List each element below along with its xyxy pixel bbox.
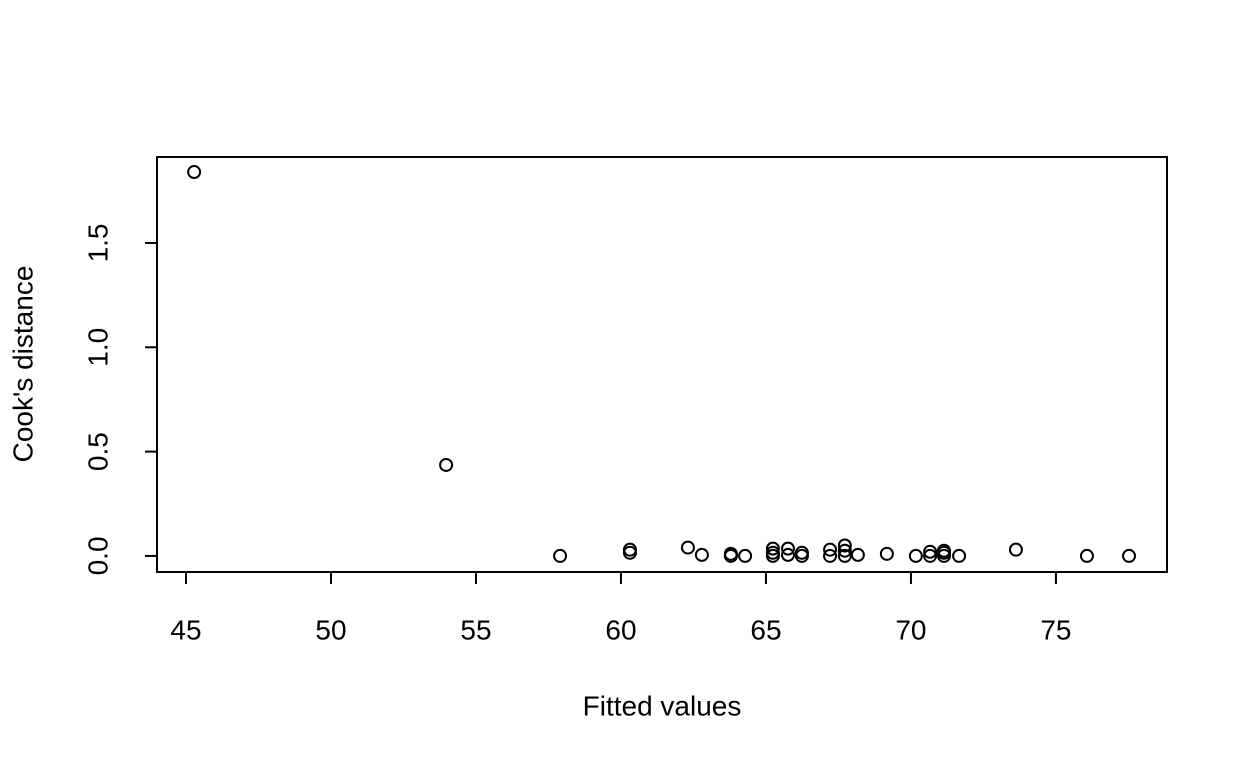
- point: [439, 457, 454, 472]
- point: [937, 548, 952, 563]
- point: [765, 541, 780, 556]
- point: [680, 540, 695, 555]
- y-tick-label: 0.5: [82, 432, 113, 471]
- point: [694, 547, 709, 562]
- point: [837, 543, 852, 558]
- point: [923, 544, 938, 559]
- point: [553, 548, 568, 563]
- point: [923, 548, 938, 563]
- point: [187, 165, 202, 180]
- point: [823, 542, 838, 557]
- x-tick-label: 50: [315, 614, 346, 645]
- point: [765, 548, 780, 563]
- point: [1079, 548, 1094, 563]
- point: [622, 545, 637, 560]
- x-tick-label: 65: [750, 614, 781, 645]
- y-tick-label: 1.5: [82, 223, 113, 262]
- point: [850, 547, 865, 562]
- x-axis-title: Fitted values: [583, 690, 742, 721]
- point: [1122, 548, 1137, 563]
- point: [837, 548, 852, 563]
- plot-box: [156, 156, 1168, 573]
- x-tick-label: 55: [460, 614, 491, 645]
- x-tick-label: 60: [605, 614, 636, 645]
- y-axis-title: Cook's distance: [7, 266, 38, 463]
- y-tick-label: 1.0: [82, 328, 113, 367]
- point: [794, 548, 809, 563]
- point: [908, 548, 923, 563]
- x-tick-label: 45: [170, 614, 201, 645]
- point: [780, 547, 795, 562]
- point: [952, 548, 967, 563]
- point: [780, 541, 795, 556]
- point: [1008, 542, 1023, 557]
- point: [837, 538, 852, 553]
- y-tick-label: 0.0: [82, 536, 113, 575]
- point: [723, 548, 738, 563]
- x-tick-label: 70: [895, 614, 926, 645]
- point: [738, 548, 753, 563]
- x-tick-label: 75: [1040, 614, 1071, 645]
- point: [879, 546, 894, 561]
- point: [823, 548, 838, 563]
